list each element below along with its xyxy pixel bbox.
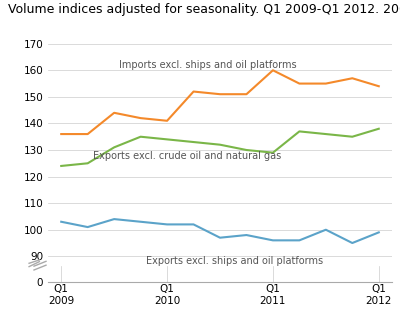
Text: Exports excl. crude oil and natural gas: Exports excl. crude oil and natural gas	[93, 151, 281, 161]
Text: Imports excl. ships and oil platforms: Imports excl. ships and oil platforms	[120, 60, 297, 70]
Text: Volume indices adjusted for seasonality. Q1 2009-Q1 2012. 2000=100: Volume indices adjusted for seasonality.…	[8, 3, 400, 16]
Text: Exports excl. ships and oil platforms: Exports excl. ships and oil platforms	[146, 256, 323, 266]
